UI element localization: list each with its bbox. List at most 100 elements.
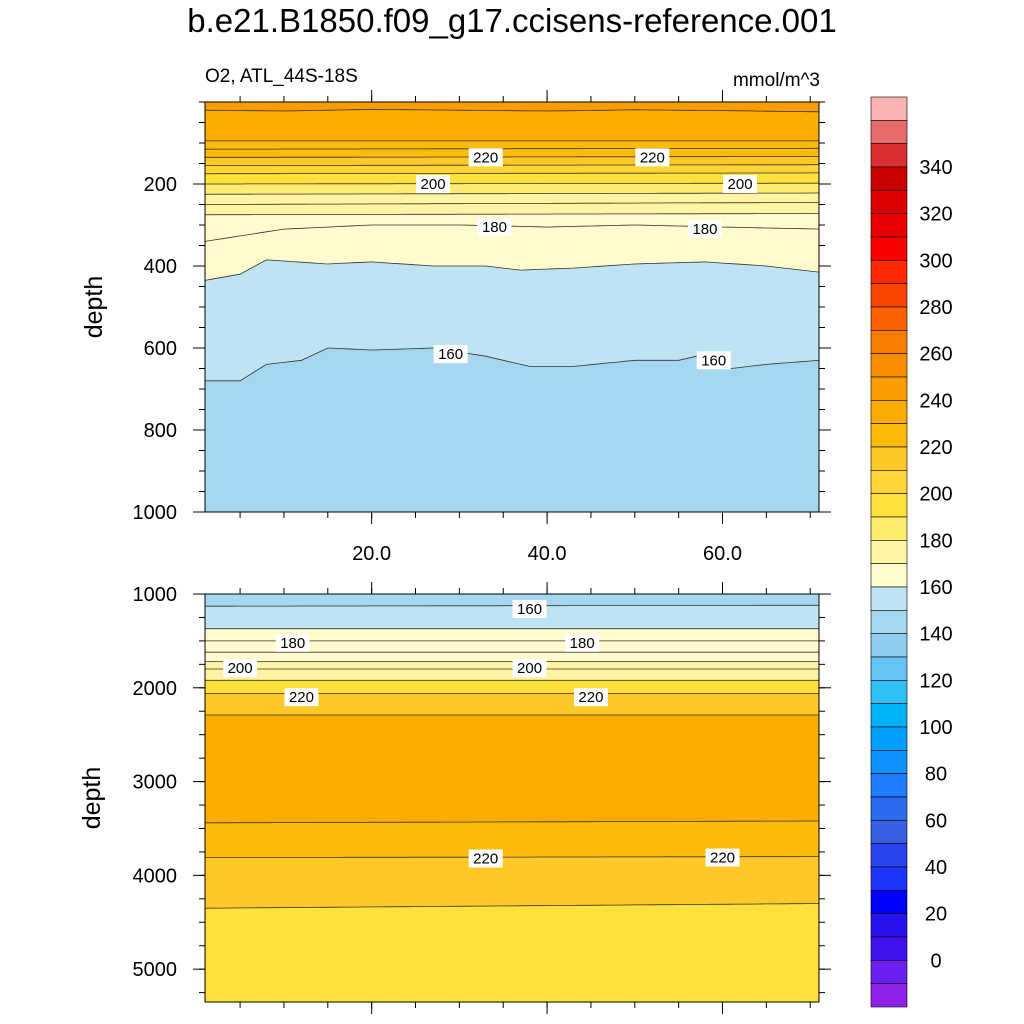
y-tick-label: 200 bbox=[144, 174, 177, 196]
panel-upper-contour-205-6 bbox=[205, 182, 819, 185]
contour-label-box bbox=[477, 218, 512, 237]
colorbar-swatch bbox=[870, 913, 908, 938]
contour-label-box bbox=[512, 659, 547, 678]
colorbar-swatch bbox=[870, 330, 908, 354]
colorbar-swatch bbox=[870, 376, 908, 401]
colorbar-swatch bbox=[870, 260, 908, 284]
x-tick-label: 40.0 bbox=[528, 543, 567, 565]
panel-upper-contour-label-0: 220 bbox=[468, 148, 503, 167]
colorbar-swatch bbox=[870, 423, 908, 448]
contour-label-text: 200 bbox=[728, 176, 753, 193]
colorbar-swatch bbox=[870, 960, 908, 984]
colorbar-label: 240 bbox=[919, 390, 952, 412]
contour-label-text: 180 bbox=[692, 221, 717, 238]
panel-lower-band-1 bbox=[205, 605, 819, 629]
colorbar-swatch bbox=[870, 540, 908, 564]
colorbar-swatch bbox=[870, 936, 908, 961]
colorbar-swatch bbox=[870, 493, 908, 518]
colorbar-swatch bbox=[870, 213, 908, 238]
colorbar-label: 140 bbox=[919, 624, 952, 646]
y-axis-label: depth bbox=[80, 276, 108, 339]
colorbar-swatch bbox=[870, 750, 908, 774]
panel-upper-contour-170-11 bbox=[204, 259, 820, 281]
y-tick-label: 400 bbox=[144, 256, 177, 278]
colorbar-swatch bbox=[870, 656, 908, 681]
contour-label-text: 180 bbox=[280, 635, 305, 652]
colorbar-label: 120 bbox=[919, 670, 952, 692]
panel-lower-contour-label-2: 180 bbox=[565, 633, 600, 652]
contour-label-text: 220 bbox=[640, 149, 665, 166]
contour-label-box bbox=[723, 175, 758, 193]
colorbar-swatch bbox=[870, 563, 908, 588]
contour-label-text: 220 bbox=[473, 850, 498, 867]
colorbar-swatch bbox=[870, 820, 908, 844]
colorbar-label: 320 bbox=[919, 204, 952, 226]
contour-label-box bbox=[573, 688, 608, 707]
colorbar-swatch bbox=[870, 866, 908, 891]
panel-upper-contour-label-6: 160 bbox=[433, 345, 468, 364]
contour-label-box bbox=[223, 659, 258, 678]
contour-label-text: 200 bbox=[517, 660, 542, 677]
colorbar-swatch bbox=[870, 983, 908, 1008]
panel-lower-contour-label-1: 180 bbox=[275, 633, 310, 652]
contour-label-text: 180 bbox=[482, 219, 507, 236]
contour-label-text: 220 bbox=[578, 689, 603, 706]
panel-lower-contour-label-4: 200 bbox=[512, 659, 547, 678]
x-tick-label: 60.0 bbox=[703, 543, 742, 565]
panel-upper-contour-210-5 bbox=[204, 172, 819, 175]
panel-upper-band-6 bbox=[205, 172, 819, 184]
colorbar-swatch bbox=[870, 703, 908, 728]
colorbar-label: 180 bbox=[919, 530, 952, 552]
colorbar-label: 160 bbox=[919, 577, 952, 599]
colorbar-label: 300 bbox=[919, 250, 952, 272]
colorbar-label: 280 bbox=[919, 297, 952, 319]
panel-upper-band-2 bbox=[205, 140, 819, 150]
panel-upper-band-13 bbox=[205, 348, 819, 512]
panel-upper-contour-215-4 bbox=[204, 164, 819, 166]
contour-label-text: 160 bbox=[438, 346, 463, 363]
contour-label-text: 220 bbox=[473, 149, 498, 166]
contour-label-box bbox=[433, 345, 468, 364]
colorbar-label: 40 bbox=[925, 857, 947, 879]
panel-upper-contour-220-3 bbox=[205, 156, 819, 158]
panel-lower-band-10 bbox=[205, 821, 819, 858]
contour-label-box bbox=[416, 175, 451, 193]
colorbar-swatch bbox=[870, 773, 908, 798]
panel-upper-band-7 bbox=[205, 183, 819, 195]
contour-label-box bbox=[512, 600, 547, 619]
panel-lower-band-6 bbox=[205, 669, 819, 681]
panel-lower-contour-label-0: 160 bbox=[512, 600, 547, 619]
colorbar-label: 60 bbox=[925, 810, 947, 832]
contour-label-text: 180 bbox=[570, 635, 595, 652]
panel-lower-band-12 bbox=[205, 903, 819, 1002]
colorbar-swatch bbox=[870, 516, 908, 541]
panel-lower-contour-label-6: 220 bbox=[573, 688, 608, 707]
contour-label-box bbox=[687, 220, 722, 239]
colorbar-swatch bbox=[870, 470, 908, 494]
colorbar-swatch bbox=[870, 680, 908, 704]
panel-upper-contour-190-9 bbox=[204, 213, 819, 216]
colorbar-label: 80 bbox=[925, 764, 947, 786]
colorbar-swatch bbox=[870, 726, 908, 751]
panel-lower-band-7 bbox=[205, 680, 819, 694]
panel-lower-contour-label-8: 220 bbox=[705, 848, 740, 867]
colorbar-swatch bbox=[870, 446, 908, 471]
panel-lower-band-0 bbox=[205, 594, 819, 607]
colorbar-label: 260 bbox=[919, 344, 952, 366]
panel-upper-contour-240-0 bbox=[204, 108, 820, 113]
y-tick-label: 1000 bbox=[133, 502, 178, 524]
panel-lower-band-3 bbox=[205, 640, 819, 653]
panel-lower-contour-label-5: 220 bbox=[284, 688, 319, 707]
colorbar-swatch bbox=[870, 306, 908, 331]
colorbar-swatch bbox=[870, 796, 908, 821]
contour-label-text: 200 bbox=[228, 660, 253, 677]
colorbar-swatch bbox=[870, 400, 908, 424]
colorbar-swatch bbox=[870, 143, 908, 168]
contour-label-box bbox=[468, 849, 503, 868]
panel-lower-contour-210-11 bbox=[204, 903, 820, 909]
colorbar-swatch bbox=[870, 610, 908, 634]
colorbar-swatch bbox=[870, 633, 908, 658]
contour-label-box bbox=[275, 633, 310, 652]
panel-upper-contour-label-5: 180 bbox=[687, 220, 722, 239]
